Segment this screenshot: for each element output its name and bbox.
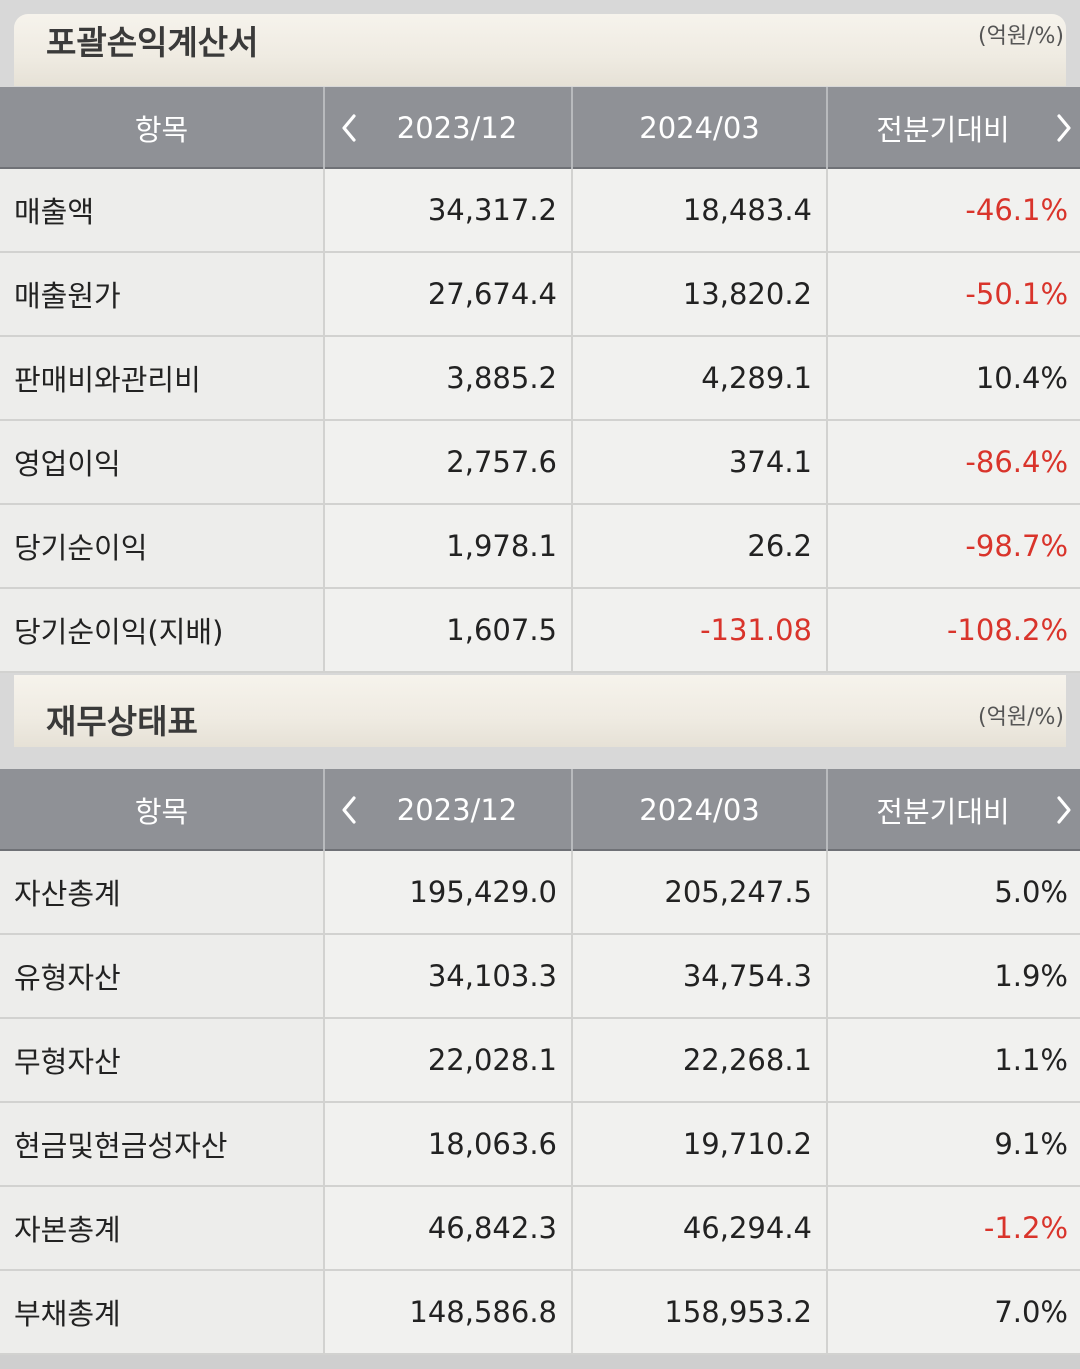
table-row[interactable]: 자본총계 46,842.3 46,294.4 -1.2%	[0, 1187, 1080, 1271]
row-change-value: -108.2%	[946, 613, 1068, 647]
row-change-value: 1.1%	[994, 1043, 1068, 1077]
row-prev-value: 18,063.6	[325, 1103, 573, 1185]
row-label: 부채총계	[0, 1271, 325, 1353]
row-curr-value: 158,953.2	[573, 1271, 828, 1353]
balance-sheet-unit: (억원/%)	[978, 705, 1064, 730]
row-prev-value: 34,103.3	[325, 935, 573, 1017]
row-change-value: 10.4%	[975, 361, 1068, 395]
row-label: 당기순이익	[0, 505, 325, 587]
column-header-prev-period: 2023/12	[325, 87, 573, 169]
row-curr-value: 26.2	[573, 505, 828, 587]
row-prev-value: 34,317.2	[325, 169, 573, 251]
table-row[interactable]: 자산총계 195,429.0 205,247.5 5.0%	[0, 851, 1080, 935]
column-header-item-label: 항목	[134, 795, 189, 829]
income-statement-unit: (억원/%)	[978, 24, 1064, 49]
chevron-right-icon[interactable]	[1050, 108, 1078, 148]
row-label: 무형자산	[0, 1019, 325, 1101]
chevron-left-icon[interactable]	[335, 108, 363, 148]
column-header-item: 항목	[0, 87, 325, 169]
column-header-change: 전분기대비	[828, 769, 1080, 851]
table-row[interactable]: 부채총계 148,586.8 158,953.2 7.0%	[0, 1271, 1080, 1355]
row-change-value: -50.1%	[965, 277, 1068, 311]
column-header-curr-label: 2024/03	[639, 793, 760, 827]
row-curr-value: 22,268.1	[573, 1019, 828, 1101]
table-row[interactable]: 당기순이익 1,978.1 26.2 -98.7%	[0, 505, 1080, 589]
table-row[interactable]: 매출액 34,317.2 18,483.4 -46.1%	[0, 169, 1080, 253]
balance-sheet-title: 재무상태표	[46, 702, 198, 741]
table-row[interactable]: 유형자산 34,103.3 34,754.3 1.9%	[0, 935, 1080, 1019]
row-change-value: 9.1%	[994, 1127, 1068, 1161]
income-statement-header: 포괄손익계산서 (억원/%)	[14, 14, 1066, 86]
row-prev-value: 1,607.5	[325, 589, 573, 671]
row-change-value: -1.2%	[983, 1211, 1068, 1245]
column-header-curr-label: 2024/03	[639, 111, 760, 145]
table-row[interactable]: 영업이익 2,757.6 374.1 -86.4%	[0, 421, 1080, 505]
row-change-value: 1.9%	[994, 959, 1068, 993]
row-prev-value: 27,674.4	[325, 253, 573, 335]
table-row[interactable]: 판매비와관리비 3,885.2 4,289.1 10.4%	[0, 337, 1080, 421]
row-curr-value: 13,820.2	[573, 253, 828, 335]
table-row[interactable]: 현금및현금성자산 18,063.6 19,710.2 9.1%	[0, 1103, 1080, 1187]
row-change-value: 5.0%	[994, 875, 1068, 909]
balance-sheet-header: 재무상태표 (억원/%)	[14, 675, 1066, 747]
chevron-left-icon[interactable]	[335, 790, 363, 830]
row-change-value: -46.1%	[965, 193, 1068, 227]
row-change-value: 7.0%	[994, 1295, 1068, 1329]
row-label: 매출액	[0, 169, 325, 251]
row-change-value: -86.4%	[965, 445, 1068, 479]
row-curr-value: -131.08	[573, 589, 828, 671]
row-label: 현금및현금성자산	[0, 1103, 325, 1185]
balance-sheet-column-header: 항목 2023/12 2024/03 전분기대비	[0, 769, 1080, 851]
row-label: 당기순이익(지배)	[0, 589, 325, 671]
table-row[interactable]: 무형자산 22,028.1 22,268.1 1.1%	[0, 1019, 1080, 1103]
column-header-item-label: 항목	[134, 113, 189, 147]
row-curr-value: 205,247.5	[573, 851, 828, 933]
column-header-item: 항목	[0, 769, 325, 851]
column-header-prev-label: 2023/12	[396, 111, 518, 145]
row-prev-value: 195,429.0	[325, 851, 573, 933]
row-curr-value: 34,754.3	[573, 935, 828, 1017]
table-row[interactable]: 매출원가 27,674.4 13,820.2 -50.1%	[0, 253, 1080, 337]
row-label: 매출원가	[0, 253, 325, 335]
row-label: 유형자산	[0, 935, 325, 1017]
row-prev-value: 2,757.6	[325, 421, 573, 503]
column-header-change-label: 전분기대비	[876, 113, 1010, 147]
column-header-curr-period: 2024/03	[573, 769, 828, 851]
row-curr-value: 46,294.4	[573, 1187, 828, 1269]
income-statement-column-header: 항목 2023/12 2024/03 전분기대비	[0, 87, 1080, 169]
column-header-prev-label: 2023/12	[396, 793, 518, 827]
row-prev-value: 22,028.1	[325, 1019, 573, 1101]
row-prev-value: 1,978.1	[325, 505, 573, 587]
income-statement-title: 포괄손익계산서	[46, 23, 259, 62]
row-label: 판매비와관리비	[0, 337, 325, 419]
row-change-value: -98.7%	[965, 529, 1068, 563]
table-row[interactable]: 당기순이익(지배) 1,607.5 -131.08 -108.2%	[0, 589, 1080, 673]
column-header-prev-period: 2023/12	[325, 769, 573, 851]
row-label: 영업이익	[0, 421, 325, 503]
row-label: 자산총계	[0, 851, 325, 933]
bottom-edge	[0, 1355, 1080, 1369]
column-header-change-label: 전분기대비	[876, 795, 1010, 829]
row-curr-value: 374.1	[573, 421, 828, 503]
row-prev-value: 3,885.2	[325, 337, 573, 419]
column-header-curr-period: 2024/03	[573, 87, 828, 169]
row-label: 자본총계	[0, 1187, 325, 1269]
row-curr-value: 19,710.2	[573, 1103, 828, 1185]
row-curr-value: 18,483.4	[573, 169, 828, 251]
column-header-change: 전분기대비	[828, 87, 1080, 169]
row-prev-value: 148,586.8	[325, 1271, 573, 1353]
chevron-right-icon[interactable]	[1050, 790, 1078, 830]
income-statement-rows: 매출액 34,317.2 18,483.4 -46.1% 매출원가 27,674.4 13,…	[0, 169, 1080, 673]
row-prev-value: 46,842.3	[325, 1187, 573, 1269]
balance-sheet-rows: 자산총계 195,429.0 205,247.5 5.0% 유형자산 34,103.3 34…	[0, 851, 1080, 1355]
row-curr-value: 4,289.1	[573, 337, 828, 419]
